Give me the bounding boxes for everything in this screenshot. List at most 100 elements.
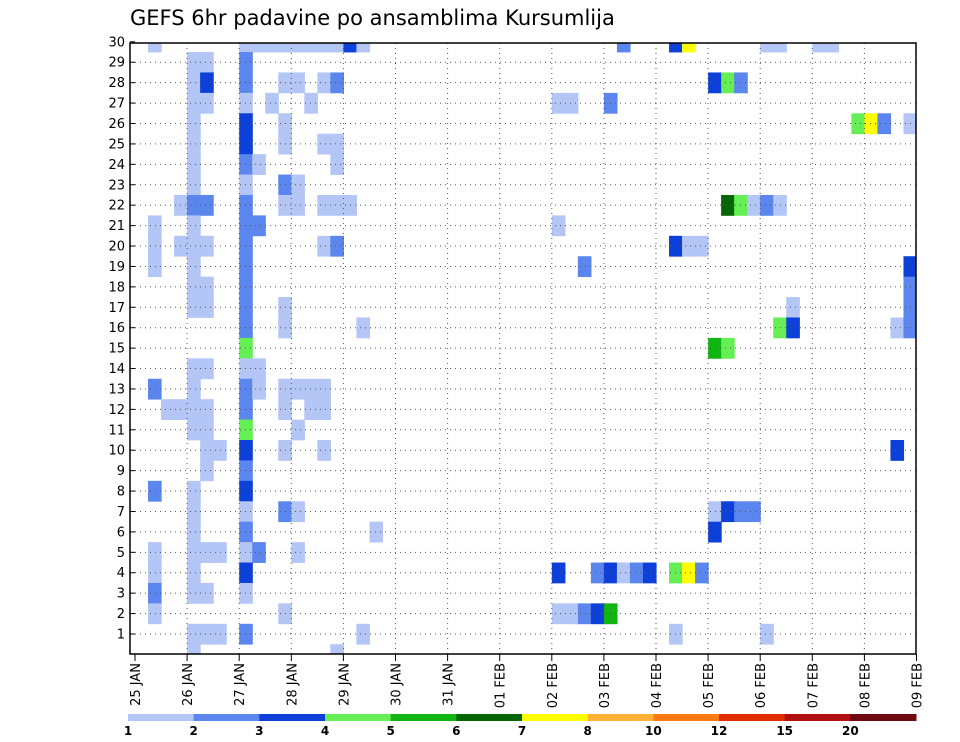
legend-level-label: 8 [583,724,591,738]
color-legend: 1 2 3 4 5 6 7 8 10 12 15 20 [124,714,917,738]
precip-cell [239,113,253,135]
precip-cell [564,92,579,114]
precip-cell [187,52,201,73]
precip-cell [239,521,253,543]
precip-cell [213,542,227,563]
precip-cell [877,113,892,135]
precip-cell [551,92,566,114]
x-axis: 25 JAN 26 JAN 27 JAN 28 JAN 29 JAN 30 JAN 31 J… [129,654,926,708]
precip-cell [291,419,305,441]
precip-cell [291,174,305,196]
legend-level-label: 12 [711,724,728,738]
x-tick-label: 01 FEB [494,663,509,708]
precip-cell [252,215,266,237]
legend-swatch [784,714,851,721]
precip-cell [239,317,253,339]
precip-cell [200,419,214,441]
precip-cell [239,92,253,114]
precip-cell [747,501,761,523]
precip-cell [278,43,292,53]
y-tick-label: 4 [117,566,125,581]
precip-cell [330,154,344,175]
x-tick-label: 02 FEB [546,663,561,708]
precip-cell [330,235,344,257]
precip-cell [239,194,253,216]
y-tick-label: 13 [108,382,125,397]
precip-cell [252,542,266,563]
y-tick-label: 12 [108,403,125,418]
precip-cell [200,276,214,298]
precip-cell [330,194,344,216]
legend-level-label: 7 [518,724,526,738]
precip-cell [148,582,162,604]
precip-cell [551,603,566,625]
precip-cell [187,154,201,175]
x-tick-label: 30 JAN [390,663,405,706]
precip-cell [330,133,344,155]
legend-level-label: 6 [452,724,460,738]
precip-cell [239,562,253,584]
precip-cell [200,460,214,482]
legend-swatch [390,714,457,721]
precip-cell [304,43,318,53]
legend-swatch [193,714,260,721]
precip-cell [317,399,331,420]
legend-level-label: 1 [124,724,132,738]
precip-cell [682,43,696,53]
precip-cell [187,399,201,420]
x-tick-label: 05 FEB [702,663,717,708]
precip-cell [903,256,916,278]
precip-cell [187,72,201,94]
y-tick-label: 19 [108,260,125,275]
x-tick-label: 28 JAN [285,663,300,706]
precip-cell [200,358,214,380]
precip-cell [304,92,318,114]
y-tick-label: 29 [108,56,125,71]
precip-cell [317,378,331,400]
precip-cell [304,378,318,400]
precip-cell [265,92,279,114]
precip-cell [577,256,592,278]
x-tick-label: 26 JAN [181,663,196,706]
precip-cell [213,440,227,461]
precip-cell [721,194,735,216]
legend-level-label: 20 [842,724,859,738]
precip-cell [551,215,566,237]
precip-cell [187,542,201,563]
precip-cell [721,501,735,523]
y-tick-label: 7 [117,505,125,520]
precip-cell [265,43,279,53]
precip-cell [695,235,709,257]
precip-cell [695,562,709,584]
precip-cell [148,256,162,278]
precip-cell [330,43,344,53]
precip-cell [148,562,162,584]
precip-cell [903,276,916,298]
precip-cell [200,297,214,318]
precip-cell [317,235,331,257]
y-tick-label: 18 [108,280,125,295]
precip-cell [786,297,800,318]
precip-cell [148,378,162,400]
precip-cell [239,256,253,278]
precip-cell [252,358,266,380]
precip-cell [187,562,201,584]
precip-cell [187,113,201,135]
precip-cell [291,378,305,400]
legend-swatch [522,714,589,721]
precip-cell [200,235,214,257]
precip-cell [187,644,201,654]
precip-cell [239,154,253,175]
precip-cell [239,215,253,237]
precip-cell [577,603,592,625]
precip-cell [825,43,839,53]
precip-cell [864,113,879,135]
precip-cell [330,72,344,94]
legend-swatch [259,714,326,721]
precip-cell [187,235,201,257]
precip-cell [903,297,916,318]
precip-cell [239,276,253,298]
precip-cell [369,521,384,543]
legend-swatch [587,714,654,721]
chart-title: GEFS 6hr padavine po ansamblima Kursumli… [130,6,615,30]
